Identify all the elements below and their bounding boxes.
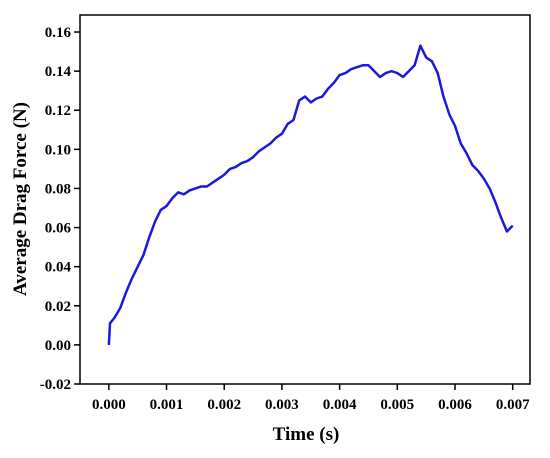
y-tick-label: 0.00 xyxy=(45,338,71,354)
y-tick-label: 0.10 xyxy=(45,142,71,158)
x-axis-label: Time (s) xyxy=(273,424,340,445)
y-tick-label: -0.02 xyxy=(40,377,71,393)
x-tick-label: 0.001 xyxy=(150,397,184,413)
y-axis-label: Average Drag Force (N) xyxy=(10,102,31,296)
y-tick-label: 0.08 xyxy=(45,181,71,197)
x-tick-label: 0.005 xyxy=(380,397,414,413)
y-tick-label: 0.02 xyxy=(45,299,71,315)
x-tick-label: 0.002 xyxy=(207,397,241,413)
y-tick-label: 0.14 xyxy=(45,64,72,80)
x-tick-label: 0.006 xyxy=(438,397,472,413)
x-tick-label: 0.003 xyxy=(265,397,299,413)
x-tick-label: 0.007 xyxy=(496,397,530,413)
x-tick-label: 0.000 xyxy=(92,397,126,413)
y-tick-label: 0.04 xyxy=(45,260,72,276)
y-tick-label: 0.06 xyxy=(45,221,72,237)
plot-frame xyxy=(79,14,531,385)
y-tick-label: 0.12 xyxy=(45,103,71,119)
x-tick-label: 0.004 xyxy=(323,397,357,413)
data-line xyxy=(107,44,514,345)
y-tick-label: 0.16 xyxy=(45,25,72,41)
